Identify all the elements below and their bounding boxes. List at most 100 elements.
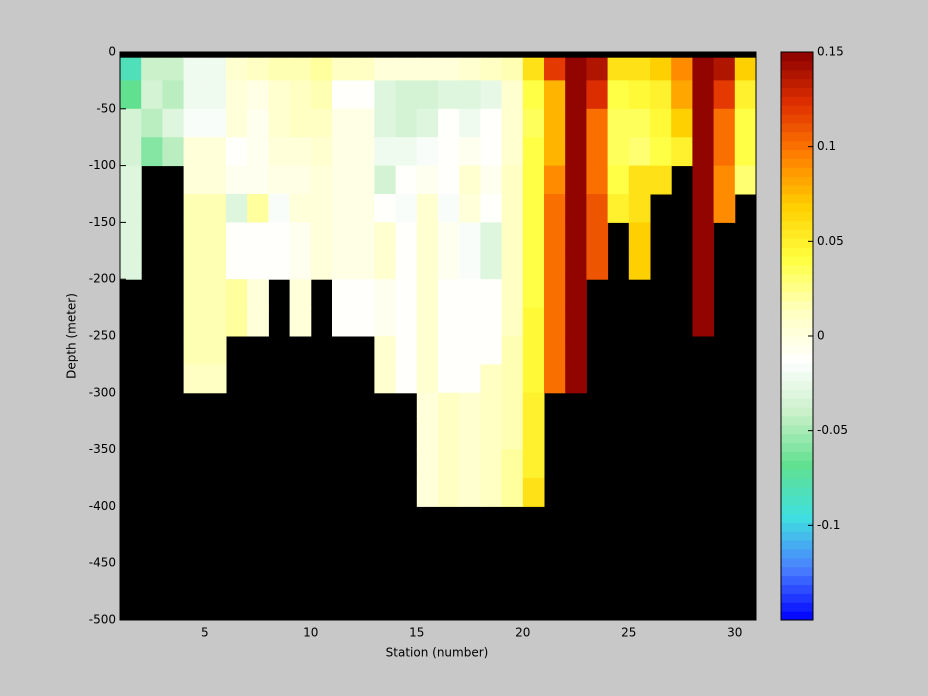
cell: [692, 57, 715, 81]
x-tick-label: 20: [515, 626, 530, 640]
cell: [204, 364, 227, 394]
cell: [332, 137, 354, 167]
colorbar-swatch: [781, 531, 813, 541]
cell: [438, 137, 460, 167]
cell: [226, 108, 248, 138]
cell: [247, 57, 269, 81]
cell: [459, 336, 481, 365]
cell: [480, 336, 503, 365]
cell: [544, 279, 566, 309]
cell: [247, 194, 269, 223]
cell: [120, 165, 142, 195]
cell: [522, 222, 545, 252]
cell: [247, 137, 269, 167]
colorbar-swatch: [781, 575, 813, 585]
cell: [141, 80, 163, 110]
cell: [650, 57, 672, 81]
colorbar-swatch: [781, 398, 813, 408]
cell: [459, 478, 481, 507]
x-tick-label: 5: [201, 626, 209, 640]
cell: [459, 222, 481, 252]
cell: [247, 108, 269, 138]
cell: [713, 108, 736, 138]
colorbar-swatch: [781, 123, 813, 133]
cell: [501, 57, 524, 81]
cell: [501, 194, 524, 223]
cell: [501, 307, 524, 337]
cell: [289, 307, 312, 337]
colorbar-swatch: [781, 602, 813, 612]
cell: [353, 307, 375, 337]
cell: [353, 279, 375, 309]
cell: [226, 137, 248, 167]
cell: [416, 478, 439, 507]
cell: [395, 165, 418, 195]
cell: [565, 364, 587, 394]
cell: [247, 165, 269, 195]
colorbar-swatch: [781, 131, 813, 142]
colorbar-swatch: [781, 176, 813, 186]
y-tick-label: -250: [89, 329, 116, 343]
y-axis-label: Depth (meter): [65, 293, 79, 379]
cell: [120, 222, 142, 252]
cell: [310, 57, 333, 81]
cell: [353, 250, 375, 280]
y-tick-label: -350: [89, 442, 116, 456]
cell: [310, 165, 333, 195]
cell: [332, 194, 354, 223]
cell: [459, 449, 481, 479]
cell: [120, 137, 142, 167]
colorbar-swatch: [781, 300, 813, 310]
cell: [713, 57, 736, 81]
cell: [332, 250, 354, 280]
colorbar-swatch: [781, 584, 813, 594]
cell: [353, 57, 375, 81]
cell: [374, 108, 397, 138]
cell: [501, 478, 524, 507]
cell: [501, 222, 524, 252]
cell: [204, 137, 227, 167]
cell: [332, 80, 354, 110]
colorbar-swatch: [781, 389, 813, 399]
cell: [522, 392, 545, 422]
cell: [204, 108, 227, 138]
cell: [204, 80, 227, 110]
cell: [628, 137, 651, 167]
cell: [395, 279, 418, 309]
cell: [480, 279, 503, 309]
cell: [332, 57, 354, 81]
cell: [289, 222, 312, 252]
y-tick-label: -500: [89, 613, 116, 627]
cell: [501, 108, 524, 138]
cell: [692, 165, 715, 195]
colorbar-swatch: [781, 309, 813, 319]
cell: [459, 421, 481, 451]
cell: [416, 57, 439, 81]
cell: [522, 165, 545, 195]
cell: [416, 336, 439, 365]
cell: [416, 250, 439, 280]
cell: [734, 108, 757, 138]
cell: [162, 57, 185, 81]
cell: [183, 80, 206, 110]
cell: [332, 307, 354, 337]
cell: [671, 80, 693, 110]
cell: [204, 165, 227, 195]
cell: [395, 307, 418, 337]
cell: [565, 336, 587, 365]
cell: [183, 137, 206, 167]
cell: [565, 137, 587, 167]
cell: [289, 80, 312, 110]
cell: [268, 108, 291, 138]
cell: [522, 364, 545, 394]
cell: [226, 80, 248, 110]
cell: [289, 137, 312, 167]
colorbar-swatch: [781, 451, 813, 461]
cell: [459, 165, 481, 195]
cell: [162, 108, 185, 138]
cell: [628, 57, 651, 81]
cell: [607, 80, 630, 110]
cell: [438, 392, 460, 422]
colorbar-swatch: [781, 318, 813, 328]
cell: [268, 80, 291, 110]
